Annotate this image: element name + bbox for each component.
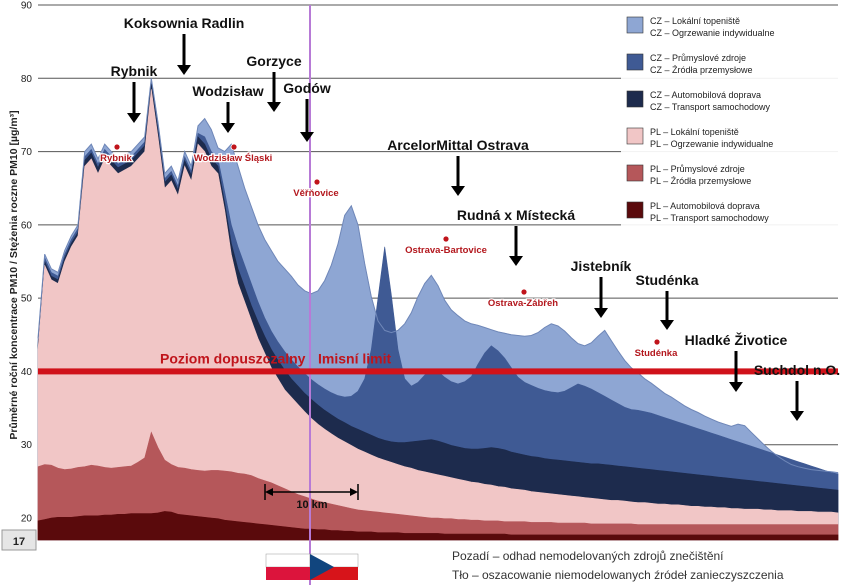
area-series-2 <box>37 89 839 541</box>
legend-swatch <box>626 201 644 219</box>
scale-bar-label: 10 km <box>296 499 327 511</box>
y-tick-label: 40 <box>21 367 33 378</box>
area-series-1 <box>37 431 839 541</box>
city-arrow-head <box>594 308 608 318</box>
station-label: Rybnik <box>100 153 132 164</box>
y-tick-label: 20 <box>21 514 33 525</box>
legend-label: PL – Ogrzewanie indywidualne <box>650 139 773 149</box>
station-dot <box>313 178 321 186</box>
station-label: Věřňovice <box>293 188 338 199</box>
station-dot <box>230 143 238 151</box>
city-label: Studénka <box>635 272 698 288</box>
limit-line <box>38 368 838 375</box>
station-dot <box>442 235 450 243</box>
city-label: Jistebník <box>571 258 632 274</box>
legend-label: CZ – Lokální topeniště <box>650 16 740 26</box>
y-tick-labels: 20 30 40 50 60 70 80 90 <box>21 1 33 525</box>
y-tick-label: 70 <box>21 147 33 158</box>
city-arrow-head <box>509 256 523 266</box>
y-tick-label: 90 <box>21 1 33 12</box>
city-label: Rybnik <box>111 63 158 79</box>
flag-pl-cz <box>265 553 359 580</box>
y-tick-label: 80 <box>21 74 33 85</box>
legend: CZ – Lokální topeniště CZ – Ogrzewanie in… <box>621 8 843 240</box>
legend-label: PL – Automobilová doprava <box>650 201 760 211</box>
city-arrow-head <box>660 320 674 330</box>
legend-swatch <box>626 53 644 71</box>
station-label: Ostrava-Bartovice <box>405 245 487 256</box>
city-label: Koksownia Radlin <box>124 15 245 31</box>
limit-label-pl: Poziom dopuszczalny <box>160 350 306 366</box>
legend-label: CZ – Automobilová doprava <box>650 90 761 100</box>
legend-swatch <box>626 127 644 145</box>
legend-swatch <box>626 16 644 34</box>
station-label: Ostrava-Zábřeh <box>488 298 558 309</box>
station-dot <box>520 288 528 296</box>
legend-label: CZ – Ogrzewanie indywidualne <box>650 28 775 38</box>
station-label: Studénka <box>635 348 678 359</box>
y-tick-label: 50 <box>21 294 33 305</box>
city-arrow-head <box>790 411 804 421</box>
city-arrow-head <box>127 113 141 123</box>
city-label: Wodzisław <box>192 83 263 99</box>
legend-label: CZ – Transport samochodowy <box>650 102 771 112</box>
city-label: Rudná x Místecká <box>457 207 575 223</box>
legend-label: CZ – Źródła przemysłowe <box>650 65 753 75</box>
city-label: Suchdol n.O. <box>754 362 840 378</box>
legend-label: CZ – Průmyslové zdroje <box>650 53 746 63</box>
limit-label-cz: Imisní limit <box>318 350 391 366</box>
legend-swatch <box>626 90 644 108</box>
city-arrow-head <box>729 382 743 392</box>
station-dot <box>653 338 661 346</box>
legend-label: PL – Transport samochodowy <box>650 213 769 223</box>
footnote-line-2: Tło – oszacowanie niemodelowanych źródeł… <box>452 568 784 582</box>
footnote-line-1: Pozadí – odhad nemodelovaných zdrojů zne… <box>452 549 724 563</box>
y-tick-label: 60 <box>21 220 33 231</box>
scale-bar: 10 km <box>264 484 359 511</box>
city-label: ArcelorMittal Ostrava <box>387 137 529 153</box>
station-dot <box>113 143 121 151</box>
legend-label: PL – Průmyslové zdroje <box>650 164 745 174</box>
location-labels: Koksownia Radlin Rybnik Wodzisław Gorzyce Go… <box>99 15 840 421</box>
page-number-box <box>1 529 37 551</box>
page-number: 17 <box>13 536 25 548</box>
area-series <box>37 78 839 541</box>
y-axis-label: Průměrné roční koncentrace PM10 / Stężen… <box>8 110 20 439</box>
city-arrow-head <box>221 123 235 133</box>
legend-label: PL – Źródła przemysłowe <box>650 176 751 186</box>
city-arrow-head <box>267 102 281 112</box>
legend-label: PL – Lokální topeniště <box>650 127 739 137</box>
y-tick-label: 30 <box>21 440 33 451</box>
legend-box <box>621 8 843 240</box>
city-arrow-head <box>177 65 191 75</box>
city-arrow-head <box>451 186 465 196</box>
station-label: Wodzisław Śląski <box>194 152 273 164</box>
top-envelope-line <box>37 78 839 474</box>
city-arrow-head <box>300 132 314 142</box>
city-label: Godów <box>283 80 331 96</box>
area-series-0 <box>37 511 839 541</box>
city-label: Hladké Životice <box>685 331 788 348</box>
legend-swatch <box>626 164 644 182</box>
city-label: Gorzyce <box>246 53 301 69</box>
